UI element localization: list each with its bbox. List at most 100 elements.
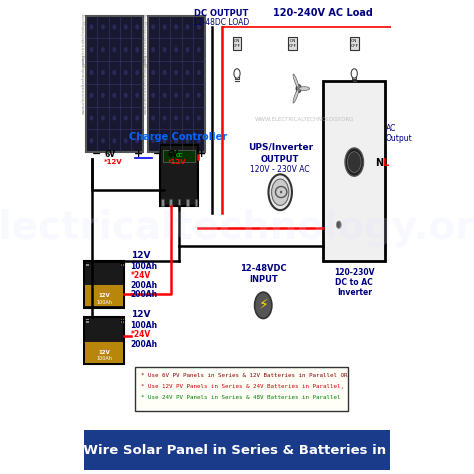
Circle shape (164, 25, 166, 29)
Circle shape (164, 116, 166, 120)
Text: 120-230V
DC to AC
Inverter: 120-230V DC to AC Inverter (334, 268, 374, 297)
FancyBboxPatch shape (85, 262, 89, 266)
Circle shape (125, 71, 127, 74)
FancyBboxPatch shape (84, 261, 124, 308)
Text: 6V: 6V (104, 150, 116, 159)
Circle shape (125, 25, 127, 29)
Text: ON
OFF: ON OFF (233, 39, 241, 48)
Circle shape (136, 48, 138, 52)
Circle shape (198, 71, 200, 74)
Text: 12V: 12V (99, 293, 110, 299)
FancyBboxPatch shape (147, 16, 205, 152)
Text: 100Ah: 100Ah (96, 300, 112, 304)
Circle shape (90, 71, 93, 74)
Text: −: − (153, 149, 163, 159)
Text: +: + (134, 149, 143, 159)
Circle shape (345, 148, 364, 176)
Circle shape (186, 25, 189, 29)
Text: ON
OFF: ON OFF (350, 39, 358, 48)
Text: www.electricaltechnology.org: www.electricaltechnology.org (144, 54, 148, 114)
Text: *12V: *12V (168, 159, 186, 165)
Circle shape (113, 48, 116, 52)
Circle shape (113, 116, 116, 120)
Text: CC: CC (175, 153, 183, 158)
FancyBboxPatch shape (350, 37, 358, 50)
Circle shape (113, 71, 116, 74)
Text: www.electricaltechnology.org: www.electricaltechnology.org (144, 13, 148, 65)
Text: L: L (383, 158, 389, 168)
Circle shape (136, 71, 138, 74)
Text: OUTPUT: OUTPUT (261, 155, 300, 164)
Text: * Use 12V PV Panels in Series & 24V Batteries in Parallel,: * Use 12V PV Panels in Series & 24V Batt… (141, 384, 344, 389)
Circle shape (175, 71, 177, 74)
Circle shape (255, 292, 272, 319)
Text: * Use 6V PV Panels in Series & 12V Batteries in Parallel OR: * Use 6V PV Panels in Series & 12V Batte… (141, 373, 348, 378)
Circle shape (125, 139, 127, 143)
Text: AC
Output: AC Output (386, 124, 412, 143)
Circle shape (268, 174, 292, 210)
FancyBboxPatch shape (163, 150, 195, 162)
Text: electricaltechnology.org: electricaltechnology.org (0, 209, 474, 246)
Text: www.electricaltechnology.org: www.electricaltechnology.org (82, 54, 86, 114)
FancyBboxPatch shape (195, 199, 197, 206)
Circle shape (175, 116, 177, 120)
Circle shape (125, 48, 127, 52)
Circle shape (113, 93, 116, 97)
FancyBboxPatch shape (178, 199, 181, 206)
Text: 100Ah: 100Ah (130, 321, 158, 330)
FancyBboxPatch shape (120, 262, 124, 266)
Circle shape (136, 25, 138, 29)
FancyBboxPatch shape (288, 37, 297, 50)
Text: ⚡: ⚡ (258, 298, 268, 312)
Circle shape (272, 179, 289, 205)
Circle shape (198, 139, 200, 143)
Circle shape (186, 93, 189, 97)
FancyBboxPatch shape (170, 199, 172, 206)
FancyBboxPatch shape (85, 285, 123, 306)
Text: *12V: *12V (104, 159, 123, 165)
Circle shape (152, 71, 155, 74)
Text: 6V: 6V (168, 150, 179, 159)
Circle shape (186, 71, 189, 74)
Text: +: + (118, 259, 126, 268)
Text: www.electricaltechnology.org: www.electricaltechnology.org (82, 13, 86, 65)
Circle shape (113, 25, 116, 29)
Text: 12-48DC LOAD: 12-48DC LOAD (193, 18, 250, 27)
Circle shape (337, 221, 341, 228)
FancyBboxPatch shape (84, 430, 390, 470)
Circle shape (125, 93, 127, 97)
Text: UPS/Inverter: UPS/Inverter (247, 143, 313, 152)
Circle shape (175, 139, 177, 143)
Circle shape (136, 116, 138, 120)
FancyBboxPatch shape (135, 366, 348, 411)
Text: 120-240V AC Load: 120-240V AC Load (273, 8, 374, 18)
Text: −: − (83, 259, 90, 268)
Circle shape (347, 152, 361, 173)
Circle shape (102, 116, 104, 120)
Text: +: + (118, 316, 126, 325)
Circle shape (102, 25, 104, 29)
Circle shape (102, 93, 104, 97)
Text: 12V: 12V (130, 310, 150, 319)
Circle shape (152, 139, 155, 143)
Circle shape (90, 139, 93, 143)
Circle shape (113, 139, 116, 143)
Circle shape (198, 116, 200, 120)
Text: 200Ah: 200Ah (130, 281, 158, 290)
FancyBboxPatch shape (86, 16, 143, 152)
Circle shape (125, 116, 127, 120)
FancyBboxPatch shape (160, 145, 199, 206)
FancyBboxPatch shape (186, 199, 189, 206)
Circle shape (198, 25, 200, 29)
FancyBboxPatch shape (323, 82, 385, 261)
Ellipse shape (293, 74, 299, 89)
Text: ON
OFF: ON OFF (289, 39, 297, 48)
Circle shape (136, 139, 138, 143)
Text: 200Ah: 200Ah (130, 290, 158, 299)
Circle shape (198, 48, 200, 52)
Text: −: − (83, 316, 90, 325)
Text: +: + (197, 149, 206, 159)
Circle shape (152, 116, 155, 120)
Circle shape (296, 85, 301, 92)
Text: How to Wire Solar Panel in Series & Batteries in Parallel: How to Wire Solar Panel in Series & Batt… (26, 444, 448, 457)
